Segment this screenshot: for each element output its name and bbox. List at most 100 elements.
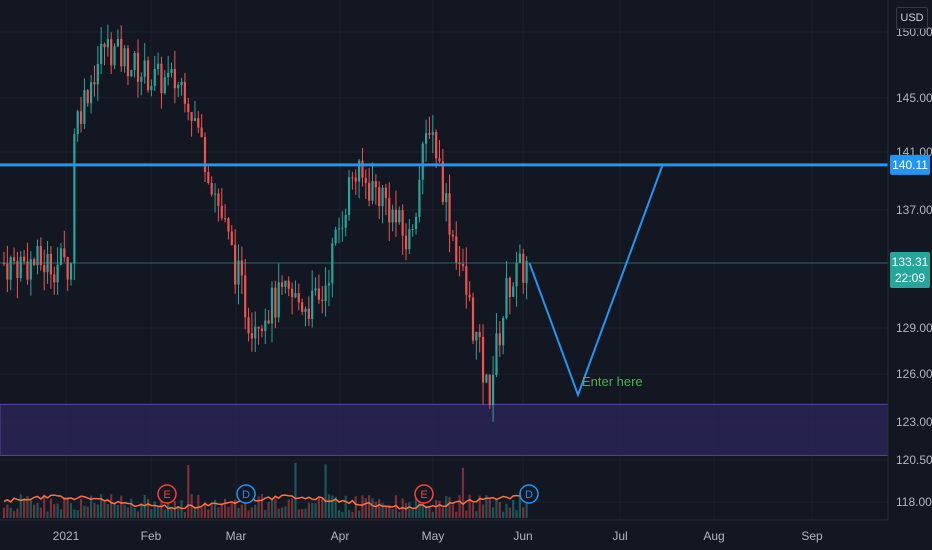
candle-body [190,112,193,121]
candle-body [287,280,290,289]
volume-bar [230,503,233,518]
volume-bar [277,508,280,518]
volume-bar [86,506,89,518]
current-price-label[interactable]: 133.31 22:09 [890,252,930,288]
volume-bar [2,507,6,518]
volume-bar [250,507,253,518]
volume-bar [294,462,297,518]
enter-here-annotation[interactable]: Enter here [582,374,643,389]
current-price-text: 133.31 [892,255,929,269]
support-zone[interactable] [0,403,889,456]
volume-bar [495,498,498,518]
candle-body [435,132,438,159]
candle-body [183,81,186,104]
price-axis[interactable]: 150.00145.00141.00137.00129.00126.00123.… [887,0,932,550]
resistance-price-bg [890,154,930,175]
volume-bar [337,510,341,518]
volume-bar [96,504,99,518]
time-axis[interactable]: 2021 Feb Mar Apr May Jun Jul Aug Sep [0,519,888,550]
volume-bar [274,498,277,518]
dividend-event-marker[interactable]: D [519,484,539,504]
volume-bar [157,505,160,518]
volume-bar [120,495,123,518]
candle-body [512,286,515,297]
volume-bar [361,495,364,518]
earnings-event-circle [414,484,434,504]
candle-body [140,76,143,82]
candle-body [297,293,300,303]
volume-bar [19,494,22,518]
candle-body [254,326,257,339]
candle-body [284,280,287,287]
candle-body [23,256,26,262]
candle-body [90,82,93,104]
volume-bar [304,508,307,518]
candle-body [391,209,394,223]
volume-bar [327,494,331,518]
earnings-event-marker[interactable]: E [157,484,177,504]
candle-body [307,308,310,320]
candle-body [203,137,207,172]
candle-body [304,308,307,312]
candle-body [260,328,264,331]
earnings-event-marker[interactable]: E [414,484,434,504]
candle-body [133,52,136,71]
dividend-event-marker[interactable]: D [236,484,256,504]
price-tick-label: 123.00 [896,415,932,429]
candle-body [29,259,32,280]
candle-body [86,90,89,104]
candle-body [414,216,418,230]
candle-body [43,265,46,273]
volume-bar [458,495,461,518]
candle-body [59,248,63,265]
volume-bar [49,498,52,518]
dividend-event-letter: D [525,489,533,501]
volume-bar [150,509,153,518]
volume-bar [29,500,32,518]
candle-body [264,320,267,331]
volume-bar [314,503,317,518]
candle-body [461,264,465,267]
volume-bar [126,507,130,518]
volume-bar [56,503,59,518]
candle-body [364,177,367,183]
candle-body [324,285,327,302]
resistance-price-label[interactable]: 140.11 [890,154,930,175]
candle-body [193,118,197,121]
candle-body [505,277,508,318]
candle-body [123,48,126,67]
volume-bar [371,498,374,518]
price-tick-label: 126.00 [896,367,932,381]
volume-bar [187,464,190,518]
volume-bar [307,502,310,518]
candle-body [291,288,294,298]
volume-bar [79,498,83,518]
candle-body [93,82,96,85]
volume-bar [438,500,441,518]
volume-bar [324,464,327,518]
projection-path[interactable] [528,164,664,398]
candle-body [337,228,341,230]
candle-body [294,293,297,298]
volume-bar [368,495,371,518]
currency-label[interactable]: USD [896,7,928,29]
candle-body [327,283,331,286]
candle-body [113,46,116,66]
volume-bar [297,509,300,518]
volume-bar [445,496,448,518]
candle-body [116,38,119,47]
candle-body [344,214,347,228]
candle-body [224,218,227,220]
candle-body [301,302,304,312]
candle-body [445,193,448,203]
volume-bar [502,511,505,518]
volume-bar [435,500,438,518]
dividend-event-letter: D [242,489,250,501]
volume-bar [394,495,398,518]
volume-bar [260,494,264,518]
volume-bar [177,506,180,518]
candle-body [502,317,505,346]
candle-body [270,287,274,324]
